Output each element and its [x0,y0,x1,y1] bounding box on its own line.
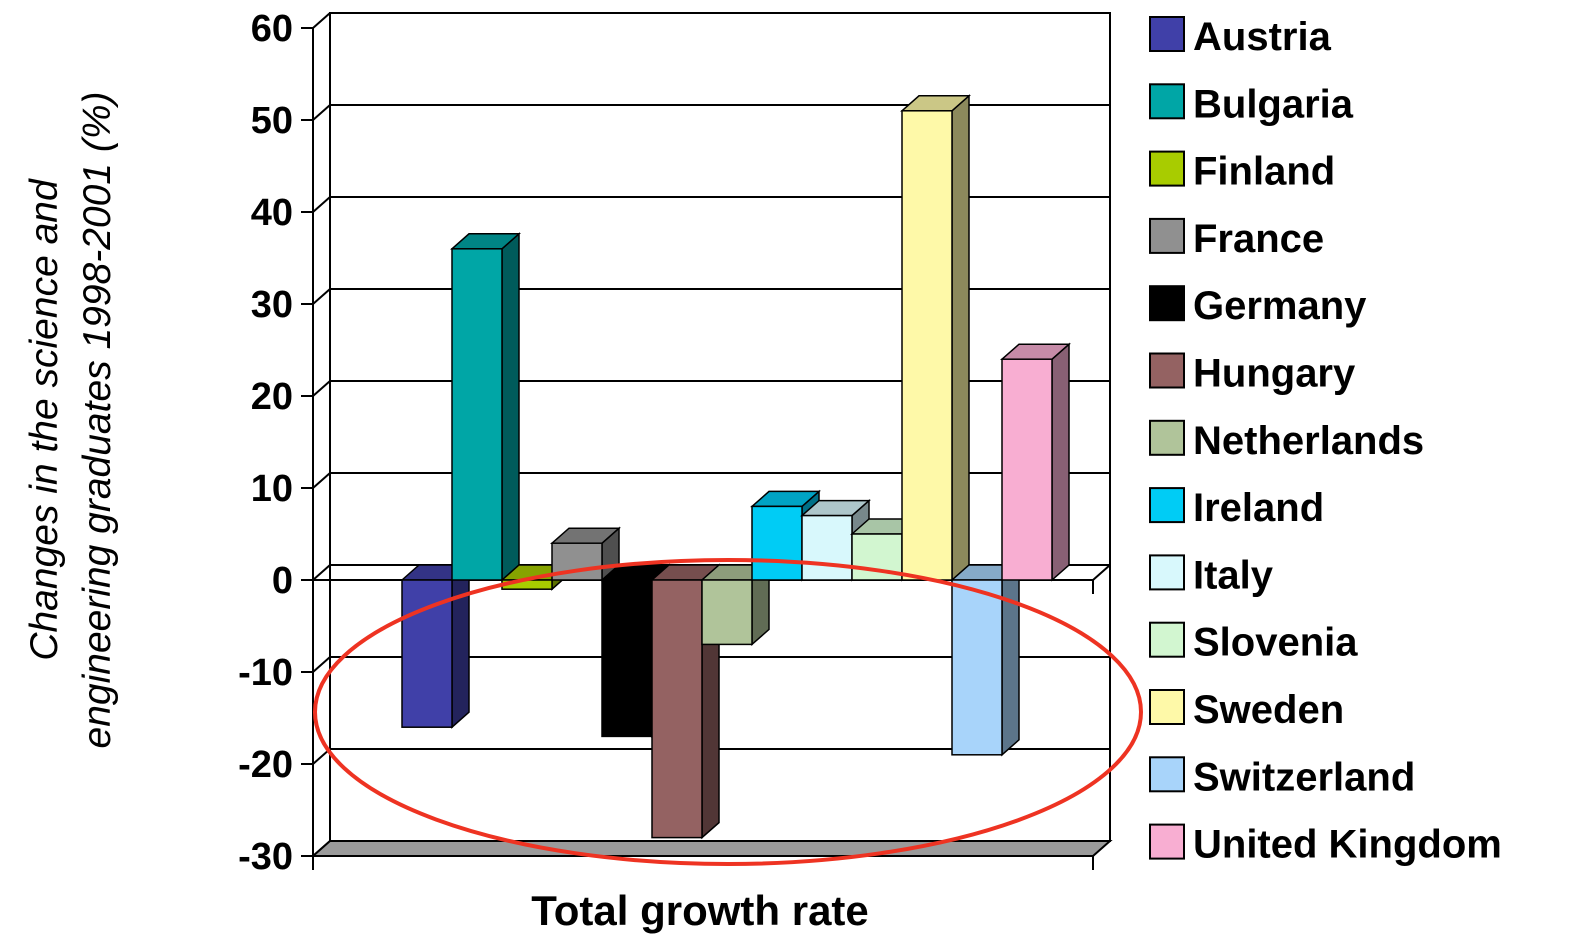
bar-sweden [902,96,969,580]
legend-item-finland: Finland [1150,150,1335,194]
y-axis: 60 50 40 30 20 10 0 -10 -20 -30 [238,8,313,878]
legend-item-united-kingdom: United Kingdom [1150,823,1502,867]
legend-label: Hungary [1193,352,1356,396]
gridline-side [313,13,330,28]
legend-label: Italy [1193,553,1274,597]
legend-item-switzerland: Switzerland [1150,755,1415,799]
legend-swatch [1150,421,1184,455]
legend-item-slovenia: Slovenia [1150,621,1358,665]
gridline-side [313,105,330,120]
y-tick-label: 10 [251,468,293,510]
legend-swatch [1150,825,1184,859]
legend-label: United Kingdom [1193,823,1502,867]
y-axis-title: Changes in the science and [23,178,66,661]
bar-side [1002,565,1019,755]
legend-label: Netherlands [1193,419,1424,463]
legend-item-germany: Germany [1150,284,1367,328]
gridline-side [313,381,330,396]
legend-swatch [1150,17,1184,51]
bar-front [702,580,752,644]
legend-item-france: France [1150,217,1324,261]
legend-swatch [1150,219,1184,253]
legend-item-austria: Austria [1150,15,1332,59]
legend-item-bulgaria: Bulgaria [1150,82,1354,126]
y-tick-label: 40 [251,192,293,234]
legend-label: Germany [1193,284,1367,328]
y-tick-label: -30 [238,836,293,878]
legend-item-netherlands: Netherlands [1150,419,1424,463]
y-tick-label: -10 [238,652,293,694]
legend-swatch [1150,757,1184,791]
x-axis-title: Total growth rate [531,887,869,934]
gridline-side [313,197,330,212]
y-axis-title-line-1: Changes in the science and [23,178,66,661]
legend-label: Switzerland [1193,755,1415,799]
gridline-side [313,565,330,580]
legend-swatch [1150,152,1184,186]
bar-side [952,96,969,580]
legend-item-italy: Italy [1150,553,1274,597]
legend-swatch [1150,555,1184,589]
gridline-side [313,473,330,488]
legend-label: Austria [1193,15,1332,59]
legend-label: Sweden [1193,688,1344,732]
bar-bulgaria [452,234,519,580]
bar-front [802,516,852,580]
legend-swatch [1150,488,1184,522]
bar-front [1002,359,1052,580]
legend-item-sweden: Sweden [1150,688,1344,732]
gridline-side [313,289,330,304]
legend-item-ireland: Ireland [1150,486,1324,530]
legend-swatch [1150,354,1184,388]
bar-side [1052,344,1069,580]
bar-front [752,506,802,580]
y-axis-title-line-2-text: engineering graduates 1998-2001 (%) [76,92,119,749]
y-tick-label: 0 [272,560,293,602]
y-tick-label: 50 [251,100,293,142]
bar-front [902,111,952,580]
bar-front [602,580,652,736]
bar-austria [402,565,469,727]
legend-swatch [1150,84,1184,118]
legend-swatch [1150,690,1184,724]
floor-surface [313,841,1110,856]
gridline-side [313,657,330,672]
bar-side [502,234,519,580]
legend-label: Slovenia [1193,621,1358,665]
bar-side [452,565,469,727]
y-tick-label: 30 [251,284,293,326]
legend-label: France [1193,217,1324,261]
legend-label: Ireland [1193,486,1324,530]
bar-united-kingdom [1002,344,1069,580]
legend: Austria Bulgaria Finland France Germany Hunga… [1150,15,1502,867]
legend-item-hungary: Hungary [1150,352,1356,396]
y-axis-title-line-2: engineering graduates 1998-2001 (%) [76,92,119,749]
legend-label: Bulgaria [1193,82,1354,126]
y-tick-label: 20 [251,376,293,418]
legend-swatch [1150,623,1184,657]
y-tick-label: -20 [238,744,293,786]
bar-front [452,249,502,580]
bar-front [652,580,702,838]
y-tick-label: 60 [251,8,293,50]
bar-front [952,580,1002,755]
legend-swatch [1150,286,1184,320]
legend-label: Finland [1193,150,1335,194]
